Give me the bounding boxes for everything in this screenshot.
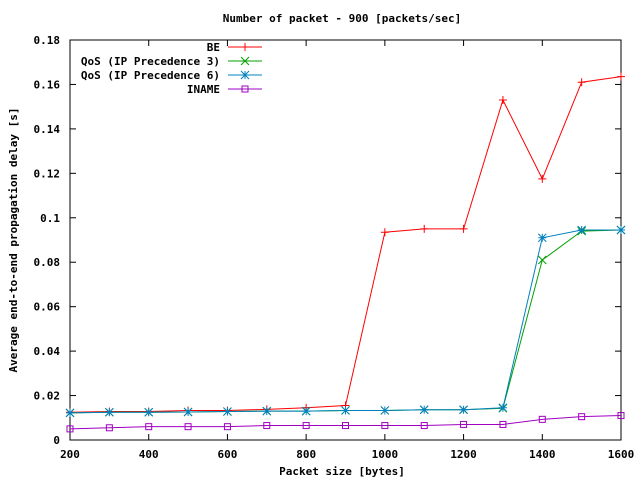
x-tick-label: 800 — [296, 448, 316, 461]
star-marker — [577, 225, 586, 235]
y-tick-label: 0.04 — [34, 345, 61, 358]
square-marker — [66, 425, 74, 433]
series-line — [69, 229, 621, 414]
cross-marker — [537, 255, 547, 265]
plus-marker — [459, 224, 468, 233]
star-marker — [498, 403, 508, 413]
square-marker — [617, 412, 625, 420]
star-marker — [380, 406, 390, 415]
axes: 200 400 600 800 1000 1200 1400 1600 0 0.02 0.04 0.0… — [34, 34, 635, 461]
star-marker — [223, 407, 232, 416]
square-marker — [263, 422, 271, 430]
square-marker — [105, 424, 113, 432]
square-marker — [184, 423, 192, 431]
square-marker — [241, 85, 249, 93]
y-tick-label: 0 — [53, 434, 60, 447]
y-tick-label: 0.1 — [40, 212, 60, 225]
square-marker — [578, 413, 586, 421]
star-marker — [537, 233, 547, 243]
star-marker — [419, 405, 429, 415]
legend-label: INAME — [187, 83, 220, 96]
plus-marker — [617, 72, 625, 81]
series-line — [69, 415, 622, 430]
legend-sample — [228, 56, 262, 66]
star-marker — [616, 225, 626, 235]
x-axis-label: Packet size [bytes] — [279, 465, 405, 478]
legend-sample — [228, 70, 262, 80]
plus-marker — [380, 228, 389, 237]
x-tick-label: 400 — [139, 448, 159, 461]
star-marker — [341, 406, 350, 415]
star-marker — [262, 406, 272, 416]
square-marker — [381, 422, 389, 430]
legend-sample — [228, 85, 262, 93]
x-tick-label: 1200 — [450, 448, 477, 461]
y-tick-label: 0.12 — [34, 167, 61, 180]
square-marker — [302, 422, 310, 430]
plot-frame — [69, 39, 622, 441]
square-marker — [223, 423, 231, 431]
legend-sample — [228, 43, 262, 51]
plus-marker — [420, 224, 429, 233]
plus-marker — [577, 78, 586, 87]
star-marker — [105, 407, 114, 417]
legend-label: QoS (IP Precedence 3) — [81, 55, 220, 68]
star-marker — [459, 405, 468, 415]
legend-label: BE — [207, 41, 220, 54]
series-3 — [66, 412, 625, 433]
series-line — [69, 229, 622, 414]
star-marker — [65, 408, 75, 418]
series-1 — [65, 225, 626, 418]
square-marker — [499, 420, 507, 428]
y-axis-label: Average end-to-end propagation delay [s] — [7, 108, 20, 373]
y-tick-label: 0.06 — [34, 301, 61, 314]
y-tick-label: 0.16 — [34, 78, 61, 91]
x-tick-label: 200 — [60, 448, 80, 461]
plus-marker — [241, 43, 249, 51]
square-marker — [145, 423, 153, 431]
cross-marker — [240, 56, 250, 66]
chart-title: Number of packet - 900 [packets/sec] — [223, 12, 461, 25]
star-marker — [183, 407, 193, 417]
series-line — [69, 76, 622, 413]
series-2 — [65, 225, 626, 418]
y-tick-label: 0.02 — [34, 390, 61, 403]
x-tick-label: 1600 — [608, 448, 635, 461]
x-tick-label: 1000 — [372, 448, 399, 461]
series-layer — [65, 72, 626, 433]
plus-marker — [498, 96, 507, 104]
x-tick-label: 1400 — [529, 448, 556, 461]
square-marker — [342, 422, 349, 430]
plus-marker — [538, 174, 547, 183]
star-marker — [144, 407, 154, 417]
star-marker — [301, 406, 311, 416]
y-tick-label: 0.14 — [34, 123, 61, 136]
legend-label: QoS (IP Precedence 6) — [81, 69, 220, 82]
star-marker — [240, 70, 250, 80]
square-marker — [460, 420, 468, 428]
y-tick-label: 0.18 — [34, 34, 61, 47]
square-marker — [538, 415, 546, 423]
square-marker — [420, 422, 428, 430]
x-tick-label: 600 — [217, 448, 237, 461]
y-tick-label: 0.08 — [34, 256, 61, 269]
